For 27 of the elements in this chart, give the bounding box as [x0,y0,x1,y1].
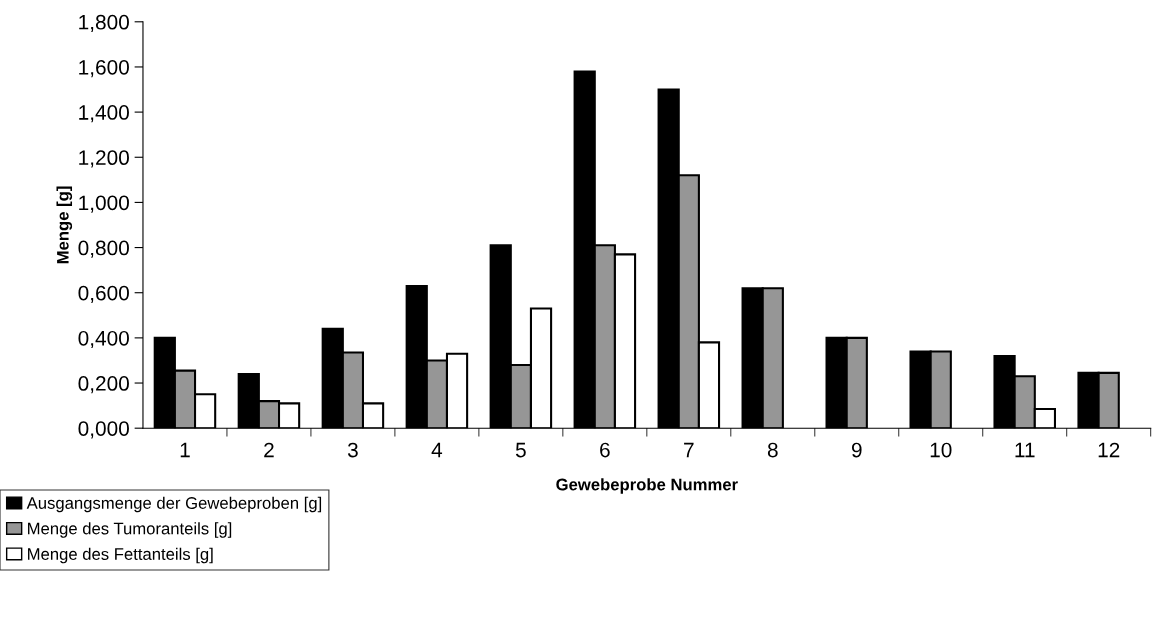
x-tick-label: 3 [347,442,358,458]
legend-label: Ausgangsmenge der Gewebeproben [g] [26,496,322,513]
x-tick-label: 4 [431,442,443,458]
y-tick-label: 0,400 [78,330,129,349]
y-tick-label: 1,400 [79,105,129,123]
y-tick-label: 0,200 [78,376,129,394]
x-tick-label: 11 [1015,442,1035,458]
x-tick-label: 10 [930,442,952,458]
legend-label: Menge des Tumoranteils [g] [28,522,232,538]
y-tick-label: 0,000 [78,421,129,439]
x-tick-label: 7 [684,442,694,458]
x-tick-label: 1 [180,442,190,458]
y-tick-label: 1,000 [79,195,129,213]
x-axis-title: Gewebeprobe Nummer [556,478,738,494]
x-tick-label: 5 [515,442,526,458]
y-tick-label: 0,800 [78,240,129,258]
legend-label: Menge des Fettanteils [g] [28,547,213,564]
x-tick-label: 2 [264,442,274,458]
y-axis-title: Menge [g] [56,186,73,264]
y-tick-label: 0,600 [78,285,129,303]
y-tick-label: 1,600 [79,59,129,78]
x-tick-label: 8 [767,442,778,458]
y-tick-label: 1,200 [79,150,129,168]
x-tick-label: 6 [600,442,610,458]
x-tick-label: 9 [851,442,862,458]
x-tick-label: 12 [1098,442,1120,458]
y-tick-label: 1,800 [79,14,129,33]
